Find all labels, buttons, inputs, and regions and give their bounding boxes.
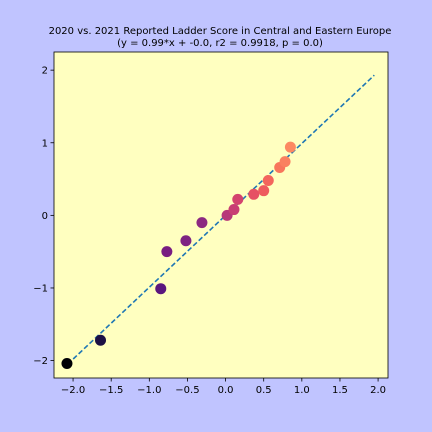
data-point [196,217,208,229]
data-point [61,357,73,369]
data-point [279,156,291,168]
y-tick-label: 1 [42,138,48,149]
data-point [284,141,296,153]
data-point [232,193,244,205]
y-tick-label: −1 [33,283,48,294]
chart-subtitle: (y = 0.99*x + -0.0, r2 = 0.9918, p = 0.0… [117,38,323,49]
x-tick-label: 0.5 [256,385,272,396]
x-tick-label: 0.0 [218,385,234,396]
data-point [155,283,167,295]
data-point [258,185,270,197]
data-point [228,204,240,216]
x-tick-label: −0.5 [175,385,199,396]
regression-fit-line [67,74,375,365]
x-tick-label: −1.5 [99,385,123,396]
y-tick-label: −2 [33,356,48,367]
chart-title: 2020 vs. 2021 Reported Ladder Score in C… [49,26,392,37]
y-tick-label: 0 [42,211,48,222]
data-point [262,175,274,187]
x-tick-label: 1.5 [332,385,348,396]
x-tick-label: −1.0 [137,385,161,396]
data-point [248,188,260,200]
x-tick-label: 1.0 [294,385,310,396]
data-point [161,246,173,258]
data-point [180,235,192,247]
scatter-points [61,141,296,369]
y-axis: −2 −1 0 1 2 [33,66,54,367]
y-tick-label: 2 [42,66,48,77]
x-tick-label: −2.0 [61,385,85,396]
x-tick-label: 2.0 [370,385,386,396]
data-point [95,334,107,346]
plot-area [53,51,389,379]
x-axis: −2.0 −1.5 −1.0 −0.5 0.0 0.5 1.0 1.5 2.0 [61,378,386,396]
